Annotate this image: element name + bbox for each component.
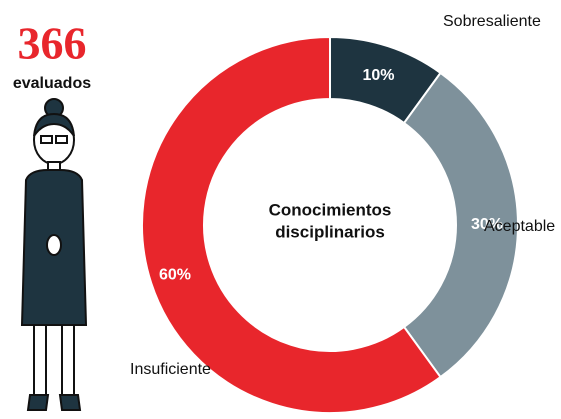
category-label: Aceptable [484,218,555,235]
infographic: 366 evaluados Conocimientos disciplinari… [0,0,561,419]
count: 366 [18,18,87,69]
category-label: Insuficiente [130,361,211,378]
value-label: 10% [363,67,395,84]
count-label: evaluados [13,75,91,92]
value-label: 60% [159,267,191,284]
center-label: disciplinarios [275,222,385,241]
center-label: Conocimientos [269,200,392,219]
woman-icon [22,99,86,410]
category-label: Sobresaliente [443,13,541,30]
